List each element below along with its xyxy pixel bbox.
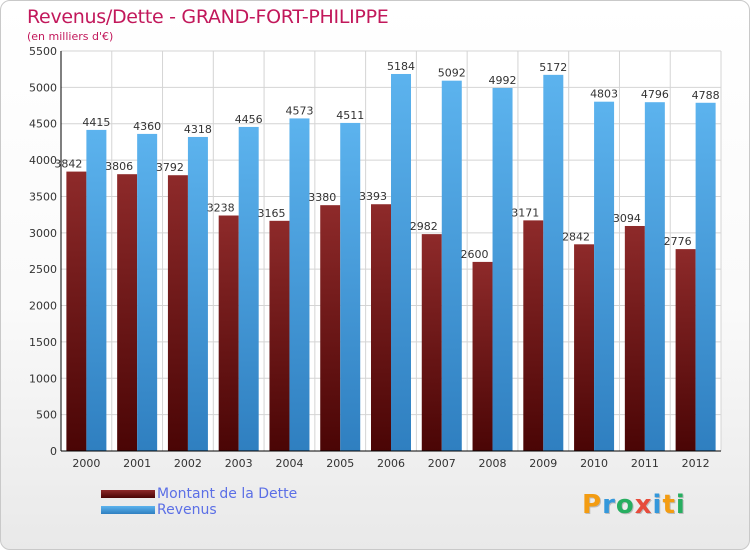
y-tick-label: 3500 [29, 190, 57, 203]
bar-revenus [187, 136, 208, 452]
y-tick-label: 2000 [29, 300, 57, 313]
logo-letter: o [615, 490, 635, 520]
x-tick-label: 2010 [580, 457, 608, 470]
proxiti-logo: Proxiti [582, 490, 686, 520]
bar-revenus [594, 101, 615, 451]
y-tick-label: 2500 [29, 263, 57, 276]
data-label-dette: 3842 [54, 158, 82, 171]
bar-revenus [86, 129, 107, 451]
data-label-dette: 3393 [359, 190, 387, 203]
data-label-revenus: 4573 [285, 104, 313, 117]
x-tick-label: 2000 [72, 457, 100, 470]
bar-dette [472, 261, 493, 451]
logo-letter: r [602, 490, 616, 520]
data-label-dette: 3165 [257, 207, 285, 220]
data-label-revenus: 4360 [133, 120, 161, 133]
bar-dette [675, 249, 696, 451]
bar-revenus [289, 118, 310, 451]
data-label-revenus: 4456 [235, 113, 263, 126]
y-tick-label: 1500 [29, 336, 57, 349]
legend-swatch-dette [101, 490, 155, 498]
x-tick-label: 2011 [631, 457, 659, 470]
data-label-dette: 2842 [562, 230, 590, 243]
bar-revenus [238, 126, 259, 451]
bar-revenus [137, 133, 158, 451]
data-label-revenus: 4318 [184, 123, 212, 136]
data-label-revenus: 4788 [692, 89, 720, 102]
legend-swatch-revenus [101, 506, 155, 514]
data-label-revenus: 4415 [82, 116, 110, 129]
bar-dette [320, 205, 341, 451]
bar-revenus [543, 74, 564, 451]
logo-letter: P [582, 490, 603, 520]
data-label-dette: 2600 [461, 248, 489, 261]
bar-dette [117, 174, 138, 451]
data-label-revenus: 5172 [539, 61, 567, 74]
bar-dette [371, 204, 391, 451]
logo-letter: t [662, 490, 676, 520]
chart-title: Revenus/Dette - GRAND-FORT-PHILIPPE [27, 6, 389, 28]
y-tick-label: 5500 [29, 45, 57, 58]
data-label-revenus: 5092 [438, 67, 466, 80]
bar-dette [421, 234, 442, 451]
x-tick-label: 2003 [225, 457, 253, 470]
logo-letter: i [652, 490, 663, 520]
data-label-revenus: 4803 [590, 88, 618, 101]
y-tick-label: 4500 [29, 118, 57, 131]
bar-revenus [695, 102, 716, 452]
data-label-dette: 3380 [308, 191, 336, 204]
y-tick-label: 3000 [29, 227, 57, 240]
x-tick-label: 2004 [275, 457, 303, 470]
y-tick-label: 4000 [29, 154, 57, 167]
bar-revenus [391, 73, 411, 452]
bar-dette [523, 220, 544, 451]
x-tick-label: 2001 [123, 457, 151, 470]
legend-label-dette: Montant de la Dette [157, 486, 298, 502]
data-label-dette: 3094 [613, 212, 641, 225]
legend-label-revenus: Revenus [157, 502, 217, 518]
x-tick-label: 2007 [428, 457, 456, 470]
data-label-dette: 3792 [156, 161, 184, 174]
bar-revenus [441, 80, 462, 451]
x-tick-label: 2009 [529, 457, 557, 470]
data-label-revenus: 4992 [489, 74, 517, 87]
data-label-revenus: 4796 [641, 88, 669, 101]
data-label-dette: 3171 [511, 206, 539, 219]
data-label-dette: 2776 [664, 235, 692, 248]
data-label-dette: 2982 [410, 220, 438, 233]
bar-dette [218, 215, 239, 451]
x-tick-label: 2012 [682, 457, 710, 470]
data-label-dette: 3238 [207, 202, 235, 215]
y-tick-label: 5000 [29, 81, 57, 94]
y-tick-label: 500 [36, 409, 57, 422]
bar-dette [624, 225, 645, 451]
bar-revenus [644, 102, 665, 451]
chart-subtitle: (en milliers d'€) [27, 30, 114, 43]
x-tick-label: 2008 [479, 457, 507, 470]
bar-dette [66, 171, 87, 451]
x-tick-label: 2002 [174, 457, 202, 470]
logo-letter: x [634, 490, 653, 520]
bar-revenus [492, 87, 513, 451]
data-label-revenus: 5184 [387, 60, 415, 73]
bar-dette [167, 175, 188, 451]
bar-dette [574, 244, 595, 451]
y-tick-label: 1000 [29, 372, 57, 385]
y-tick-label: 0 [50, 445, 57, 458]
data-label-revenus: 4511 [336, 109, 364, 122]
x-tick-label: 2006 [377, 457, 405, 470]
bar-dette [269, 220, 290, 451]
bar-revenus [340, 122, 361, 451]
x-tick-label: 2005 [326, 457, 354, 470]
logo-letter: i [675, 490, 686, 520]
data-label-dette: 3806 [105, 160, 133, 173]
